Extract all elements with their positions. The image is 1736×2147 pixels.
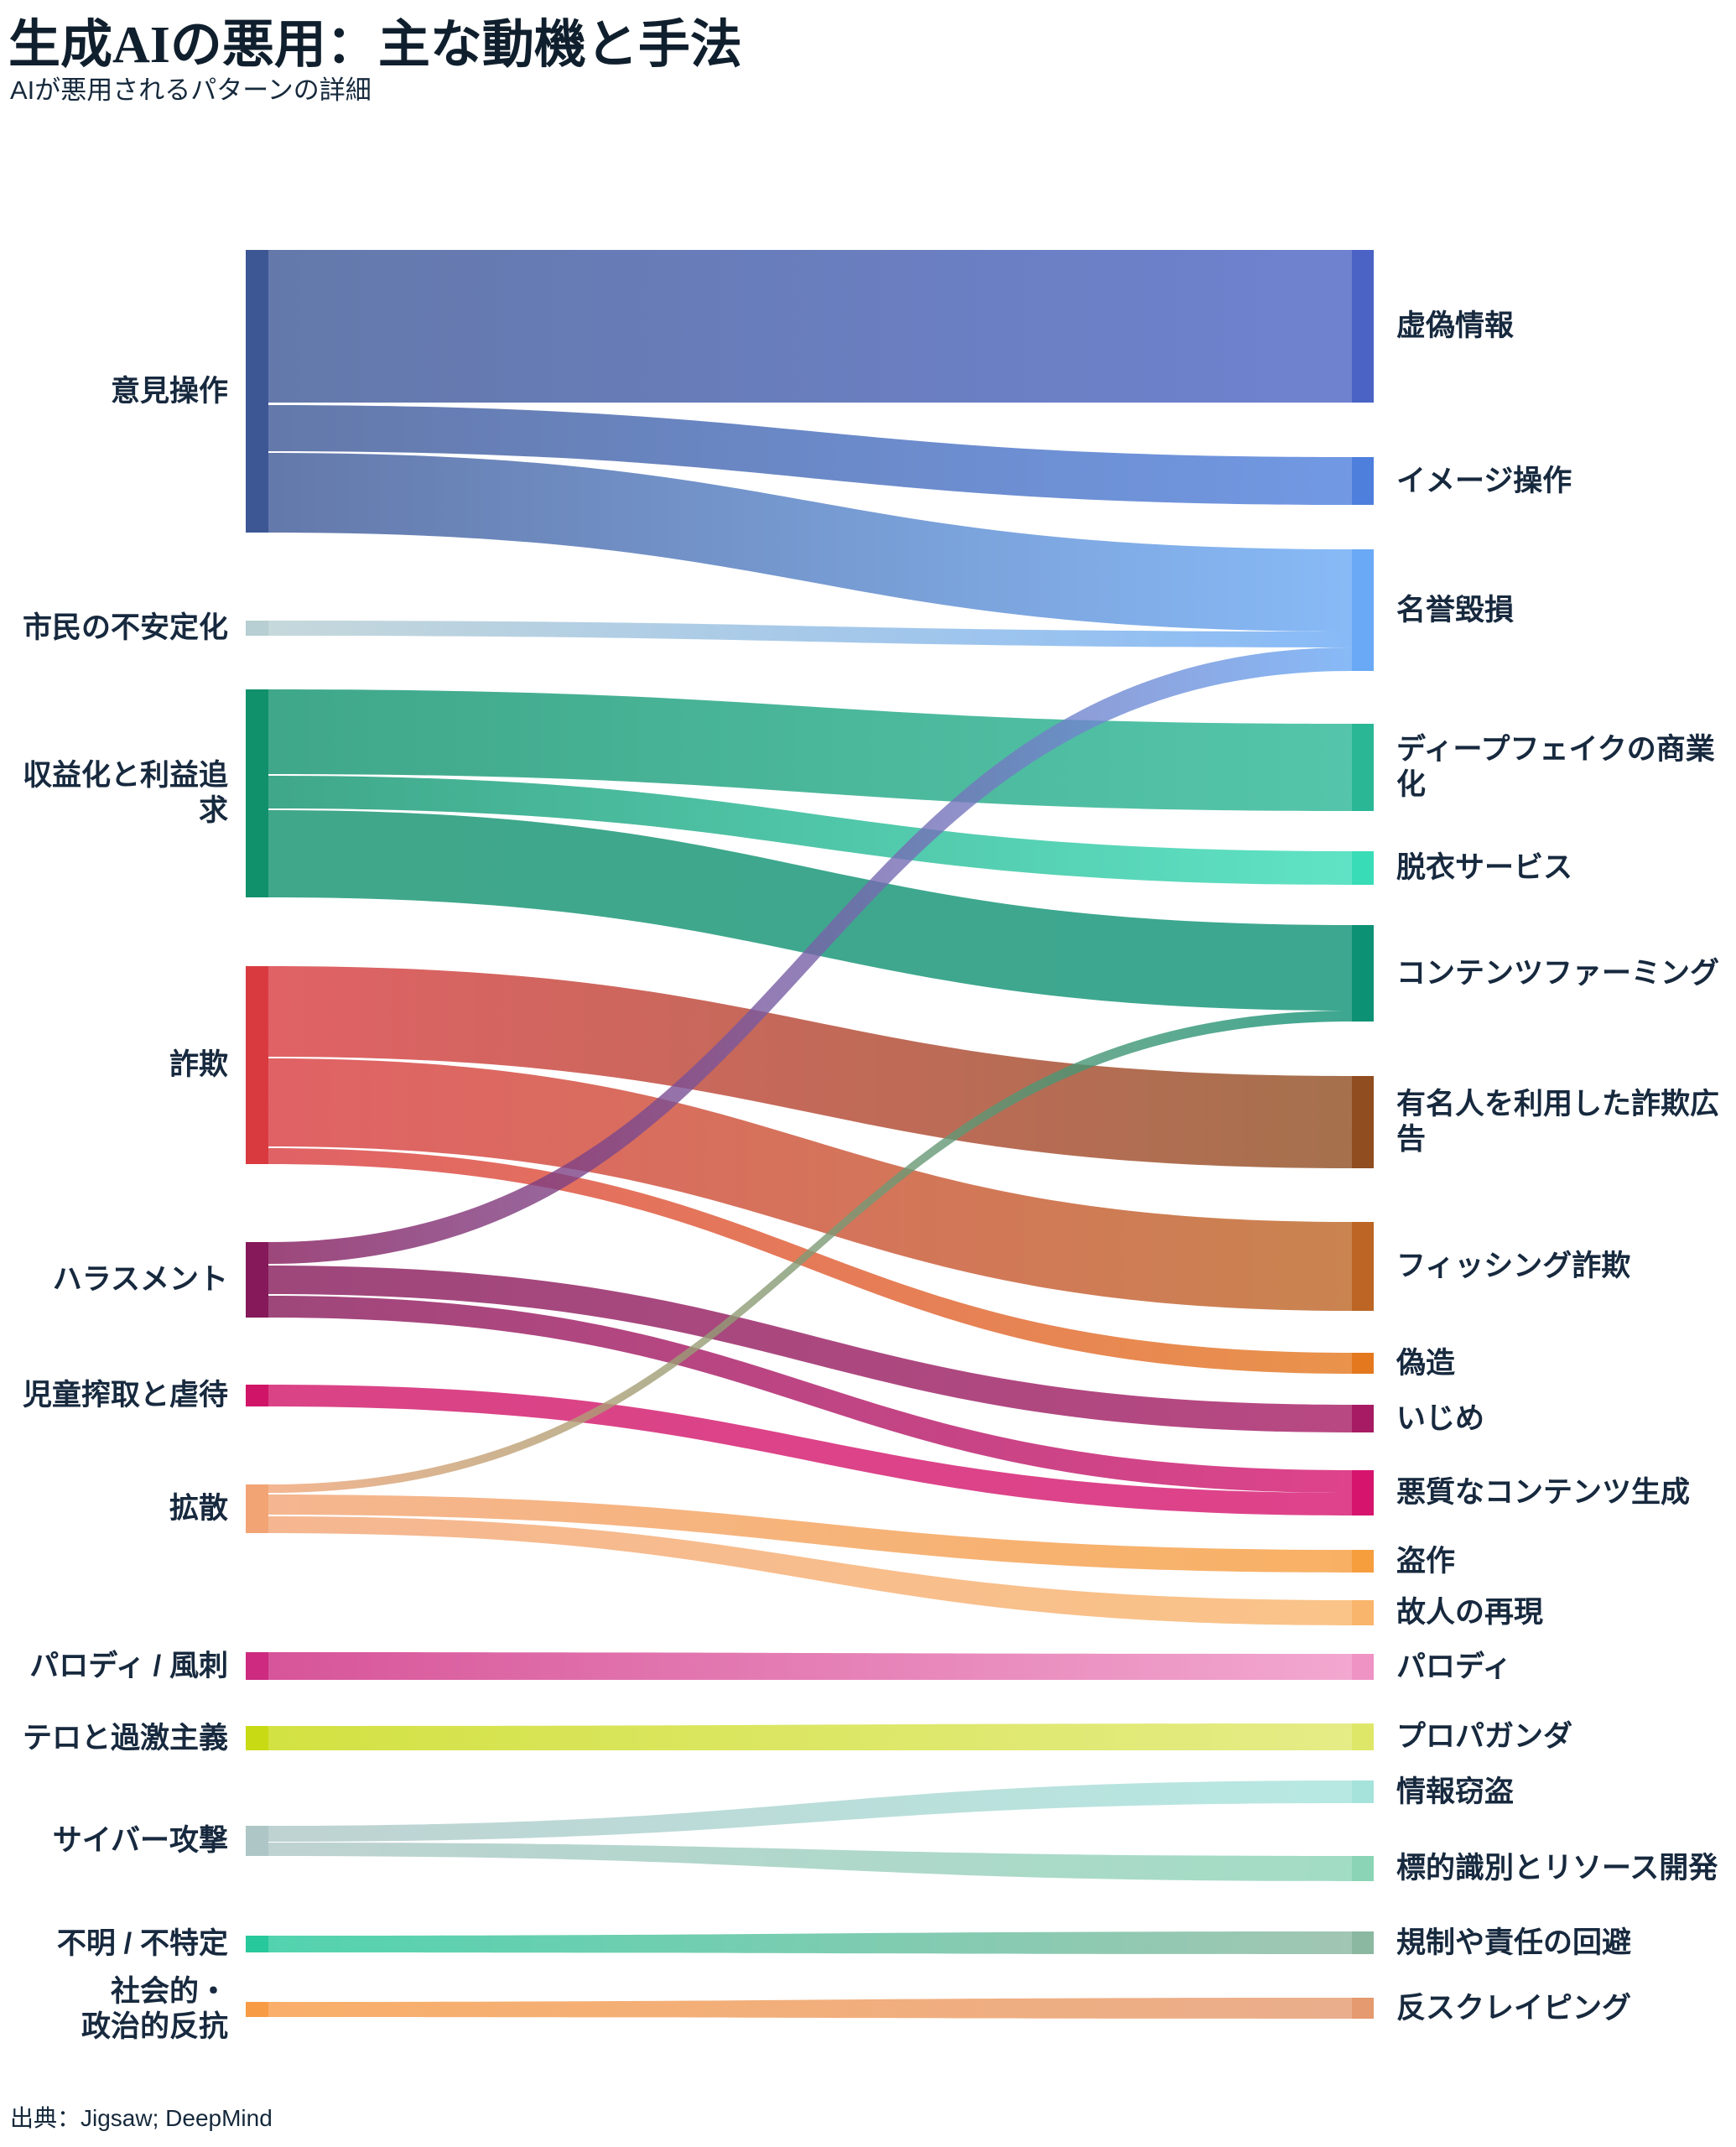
node-bar-fraud xyxy=(246,966,268,1164)
node-bar-target-identification-resource-development xyxy=(1352,1856,1374,1881)
node-label-social-political-resistance: 社会的・ 政治的反抗 xyxy=(81,1975,228,2043)
node-label-deceased-recreation: 故人の再現 xyxy=(1396,1596,1544,1629)
flow-terrorism-extremism--propaganda xyxy=(268,1723,1352,1750)
node-label-defamation: 名誉毀損 xyxy=(1396,593,1515,626)
node-bar-content-farming xyxy=(1352,925,1374,1022)
flow-harassment--defamation xyxy=(268,647,1352,1264)
node-label-undressing-services: 脱衣サービス xyxy=(1396,851,1573,884)
node-bar-propaganda xyxy=(1352,1723,1374,1750)
node-bar-phishing-scam xyxy=(1352,1222,1374,1311)
node-bar-harassment xyxy=(246,1242,268,1318)
chart-subtitle: AIが悪用されるパターンの詳細 xyxy=(10,75,372,105)
node-bar-social-political-resistance xyxy=(246,2002,268,2017)
node-label-terrorism-extremism: テロと過激主義 xyxy=(22,1721,228,1755)
node-label-information-theft: 情報窃盗 xyxy=(1396,1775,1515,1808)
flow-unknown-unspecified--regulation-liability-evasion xyxy=(268,1931,1352,1954)
node-label-regulation-liability-evasion: 規制や責任の回避 xyxy=(1396,1926,1632,1959)
node-label-cyber-attack: サイバー攻撃 xyxy=(52,1824,228,1857)
flow-monetization-profit--content-farming xyxy=(268,810,1352,1011)
node-bar-image-manipulation xyxy=(1352,457,1374,505)
node-bar-false-information xyxy=(1352,250,1374,403)
node-bar-deceased-recreation xyxy=(1352,1600,1374,1625)
node-label-monetization-profit: 収益化と利益追求 xyxy=(22,759,228,827)
node-bar-civic-destabilization xyxy=(246,621,268,636)
node-label-propaganda: プロパガンダ xyxy=(1396,1720,1573,1753)
node-label-phishing-scam: フィッシング詐欺 xyxy=(1396,1250,1631,1282)
flow-child-exploitation-abuse--malicious-content-generation xyxy=(268,1385,1352,1515)
node-label-bullying: いじめ xyxy=(1396,1401,1485,1435)
flow-fraud--counterfeiting xyxy=(268,1148,1352,1374)
node-label-plagiarism: 盗作 xyxy=(1396,1544,1456,1578)
flow-harassment--bullying xyxy=(268,1266,1352,1432)
flow-social-political-resistance--anti-scraping xyxy=(268,1998,1352,2019)
flow-harassment--malicious-content-generation xyxy=(268,1296,1352,1493)
flow-cyber-attack--information-theft xyxy=(268,1781,1352,1842)
node-bar-deepfake-commercialization xyxy=(1352,724,1374,811)
node-label-target-identification-resource-development: 標的識別とリソース開発 xyxy=(1396,1852,1718,1884)
flow-monetization-profit--deepfake-commercialization xyxy=(268,689,1352,811)
node-label-celebrity-scam-ads: 有名人を利用した詐欺広告 xyxy=(1396,1088,1720,1156)
node-label-dissemination: 拡散 xyxy=(169,1492,228,1525)
node-label-child-exploitation-abuse: 児童搾取と虐待 xyxy=(22,1379,228,1411)
node-bar-terrorism-extremism xyxy=(246,1726,268,1750)
node-bar-monetization-profit xyxy=(246,689,268,897)
node-label-harassment: ハラスメント xyxy=(52,1263,228,1296)
flow-fraud--celebrity-scam-ads xyxy=(268,966,1352,1168)
source-note: 出典：Jigsaw; DeepMind xyxy=(10,2105,273,2131)
node-bar-bullying xyxy=(1352,1405,1374,1432)
node-bar-child-exploitation-abuse xyxy=(246,1385,268,1406)
node-bar-malicious-content-generation xyxy=(1352,1470,1374,1515)
node-label-deepfake-commercialization: ディープフェイクの商業化 xyxy=(1396,733,1715,801)
node-label-opinion-manipulation: 意見操作 xyxy=(110,374,228,408)
flow-opinion-manipulation--defamation xyxy=(268,453,1352,632)
node-bar-celebrity-scam-ads xyxy=(1352,1076,1374,1168)
flow-dissemination--content-farming xyxy=(268,1011,1352,1493)
node-label-parody: パロディ xyxy=(1396,1650,1512,1683)
node-label-malicious-content-generation: 悪質なコンテンツ生成 xyxy=(1396,1476,1691,1509)
node-label-civic-destabilization: 市民の不安定化 xyxy=(22,611,228,644)
flow-dissemination--deceased-recreation xyxy=(268,1516,1352,1625)
chart-title: 生成AIの悪用：主な動機と手法 xyxy=(8,17,742,74)
node-bar-parody xyxy=(1352,1654,1374,1680)
flow-civic-destabilization--defamation xyxy=(268,621,1352,647)
node-label-anti-scraping: 反スクレイピング xyxy=(1396,1991,1632,2025)
node-bar-parody-satire xyxy=(246,1652,268,1680)
node-label-content-farming: コンテンツファーミング xyxy=(1396,956,1720,990)
node-bar-cyber-attack xyxy=(246,1826,268,1856)
node-bar-opinion-manipulation xyxy=(246,250,268,533)
node-bar-defamation xyxy=(1352,549,1374,671)
node-bar-dissemination xyxy=(246,1484,268,1533)
node-label-unknown-unspecified: 不明 / 不特定 xyxy=(56,1927,228,1960)
flow-parody-satire--parody xyxy=(268,1652,1352,1680)
flow-opinion-manipulation--false-information xyxy=(268,250,1352,403)
node-label-false-information: 虚偽情報 xyxy=(1396,309,1515,342)
flow-cyber-attack--target-identification-resource-development xyxy=(268,1843,1352,1881)
flow-opinion-manipulation--image-manipulation xyxy=(268,405,1352,505)
flow-fraud--phishing-scam xyxy=(268,1058,1352,1311)
node-bar-anti-scraping xyxy=(1352,1998,1374,2019)
flow-monetization-profit--undressing-services xyxy=(268,776,1352,885)
node-bar-plagiarism xyxy=(1352,1550,1374,1573)
node-label-parody-satire: パロディ / 風刺 xyxy=(29,1649,228,1682)
node-bar-undressing-services xyxy=(1352,851,1374,885)
node-bar-unknown-unspecified xyxy=(246,1936,268,1952)
node-bar-information-theft xyxy=(1352,1781,1374,1803)
node-bar-regulation-liability-evasion xyxy=(1352,1931,1374,1954)
node-label-counterfeiting: 偽造 xyxy=(1396,1346,1456,1380)
node-label-image-manipulation: イメージ操作 xyxy=(1396,464,1572,497)
node-label-fraud: 詐欺 xyxy=(169,1048,228,1081)
node-bar-counterfeiting xyxy=(1352,1353,1374,1374)
flow-dissemination--plagiarism xyxy=(268,1495,1352,1573)
